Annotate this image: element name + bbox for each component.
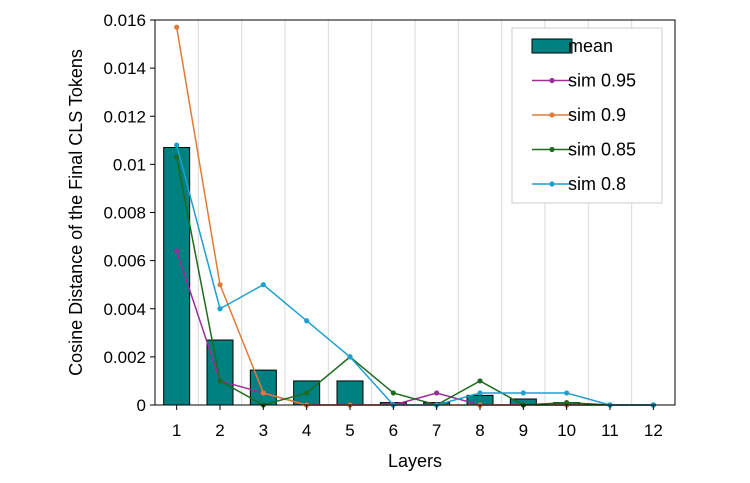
legend-entry-sim-0_85: sim 0.85: [532, 140, 636, 160]
point-4: [304, 318, 310, 324]
point-7: [434, 390, 440, 396]
point-9: [520, 390, 526, 396]
y-tick-label: 0.016: [103, 11, 146, 30]
point-10: [564, 399, 570, 406]
x-tick-label: 7: [432, 421, 441, 440]
y-axis-ticks: 0 0.002 0.004 0.006 0.008 0.01 0.012 0.014 0.016: [103, 11, 155, 415]
bar-mean-2: [206, 339, 234, 406]
point-2: [217, 282, 223, 288]
legend-label: sim 0.85: [568, 140, 636, 160]
legend-label: sim 0.95: [568, 71, 636, 91]
legend-label: mean: [568, 36, 613, 56]
point-10: [564, 390, 570, 396]
legend: mean sim 0.95 sim 0.9 sim 0.85 sim 0.8: [511, 27, 663, 204]
legend-label: sim 0.9: [568, 105, 626, 125]
point-4: [304, 390, 310, 396]
y-tick-label: 0.002: [103, 348, 146, 367]
x-tick-label: 3: [259, 421, 268, 440]
point-5: [347, 354, 353, 360]
point-3: [260, 282, 266, 288]
y-tick-label: 0.012: [103, 107, 146, 126]
point-1: [174, 24, 180, 30]
legend-entry-sim-0_95: sim 0.95: [532, 71, 636, 91]
y-tick-label: 0.014: [103, 59, 146, 78]
point-1: [174, 248, 180, 254]
point-2: [217, 378, 223, 384]
legend-marker: [549, 112, 555, 118]
legend-swatch: [531, 38, 573, 54]
point-1: [174, 154, 180, 160]
y-tick-label: 0.01: [113, 155, 146, 174]
x-tick-label: 5: [345, 421, 354, 440]
series-line: [175, 157, 654, 406]
x-tick-label: 11: [601, 421, 619, 440]
legend-entry-mean: mean: [531, 36, 613, 56]
point-6: [390, 390, 396, 396]
point-1: [174, 142, 180, 148]
x-axis-title: Layers: [388, 451, 442, 471]
x-tick-label: 1: [172, 421, 181, 440]
x-tick-label: 8: [475, 421, 484, 440]
legend-marker: [549, 181, 555, 187]
y-axis-title: Cosine Distance of the Final CLS Tokens: [66, 49, 86, 376]
x-tick-label: 6: [389, 421, 398, 440]
x-tick-label: 2: [215, 421, 224, 440]
point-8: [477, 378, 483, 384]
point-3: [260, 390, 266, 396]
legend-entry-sim-0_8: sim 0.8: [532, 174, 626, 194]
y-tick-label: 0.004: [103, 300, 146, 319]
legend-label: sim 0.8: [568, 174, 626, 194]
y-tick-label: 0.006: [103, 252, 146, 271]
bar-mean-3: [249, 369, 277, 406]
x-tick-label: 9: [519, 421, 528, 440]
bar-mean-5: [336, 380, 364, 406]
point-2: [217, 306, 223, 312]
legend-entry-sim-0_9: sim 0.9: [532, 105, 626, 125]
y-tick-label: 0.008: [103, 204, 146, 223]
legend-marker: [549, 77, 555, 84]
x-tick-label: 12: [644, 421, 663, 440]
x-tick-label: 4: [302, 421, 311, 440]
legend-marker: [549, 146, 555, 153]
x-axis-ticks: 1 2 3 4 5 6 7 8 9 10 11 12: [172, 405, 663, 440]
x-tick-label: 10: [557, 421, 576, 440]
point-8: [477, 390, 483, 396]
y-tick-label: 0: [137, 396, 146, 415]
